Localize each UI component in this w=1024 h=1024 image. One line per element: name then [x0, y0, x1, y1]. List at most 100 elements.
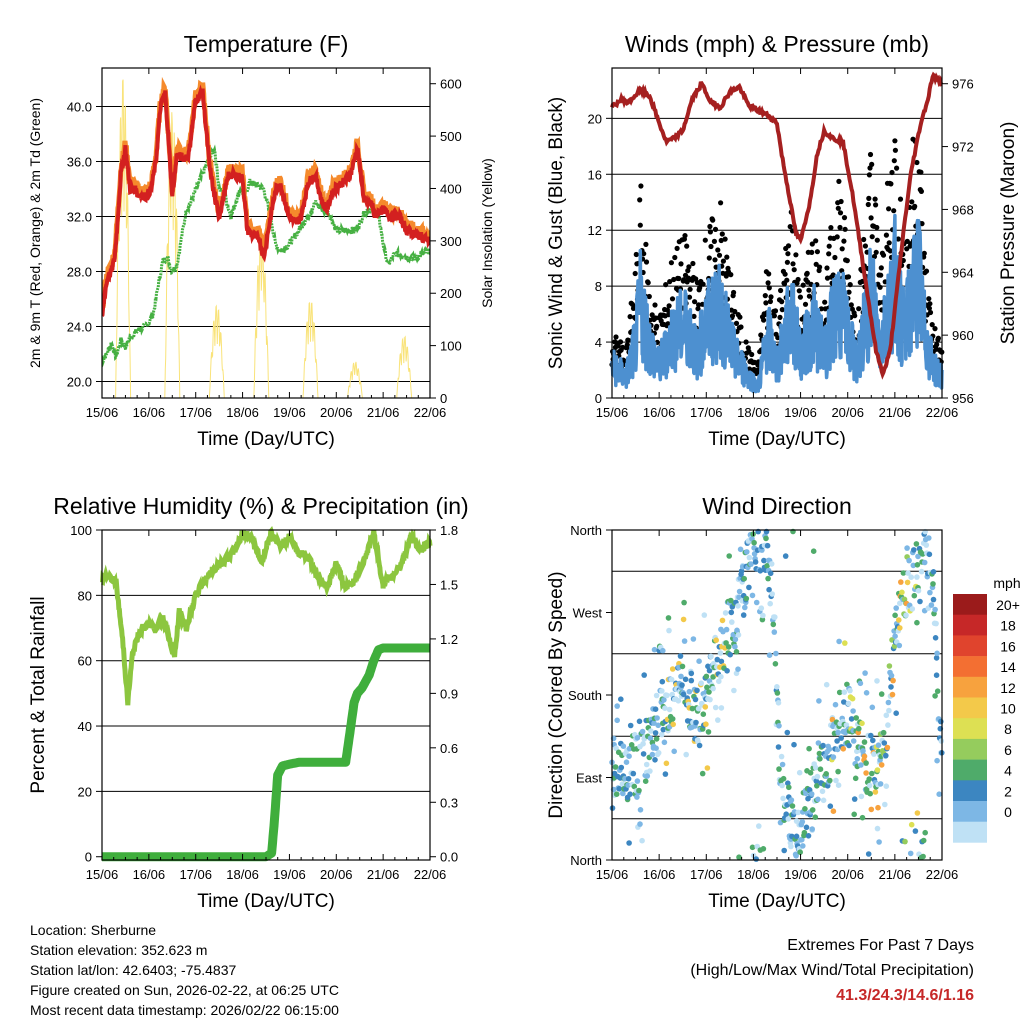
wind-direction-dot [799, 836, 805, 843]
wind-direction-dot [930, 581, 936, 587]
wind-direction-dot [744, 549, 750, 555]
gust-dot [927, 309, 934, 316]
wind-direction-dot [858, 762, 864, 768]
gust-dot [779, 299, 785, 305]
wind-direction-dot [662, 771, 669, 777]
y-tick-label: 0 [85, 850, 92, 865]
wind-direction-dot [761, 557, 767, 564]
gust-dot [874, 237, 880, 243]
wind-direction-dot [737, 546, 744, 553]
wind-direction-dot [910, 562, 917, 569]
wind-direction-dot [933, 672, 940, 678]
wind-direction-dot [904, 545, 910, 551]
gust-dot [643, 259, 650, 265]
x-tick-label: 16/06 [133, 867, 166, 882]
wind-direction-dot [740, 612, 747, 618]
wind-direction-dot [796, 769, 803, 776]
gust-dot [861, 236, 867, 243]
y2-axis-label: Solar Insolation (Yellow) [479, 158, 495, 308]
wind-direction-dot [613, 745, 619, 752]
wind-direction-dot [920, 853, 926, 860]
y2-tick-label: 200 [440, 286, 462, 301]
gust-dot [806, 293, 813, 299]
y-tick-label: 16 [588, 167, 602, 182]
y2-tick-label: 956 [952, 391, 974, 406]
wind-direction-dot [815, 740, 822, 746]
wind-direction-dot [661, 697, 667, 703]
wind-direction-dot [832, 701, 839, 708]
wind-direction-dot [655, 750, 662, 756]
gust-dot [733, 320, 740, 326]
gust-dot [793, 252, 799, 258]
x-tick-label: 22/06 [926, 405, 959, 420]
y2-tick-label: 0 [440, 391, 447, 406]
gust-dot [828, 225, 834, 231]
wind-direction-dot [731, 687, 737, 694]
wind-direction-dot [736, 854, 742, 860]
y-tick-label: West [573, 606, 603, 621]
wind-direction-dot [723, 640, 729, 646]
wind-direction-dot [612, 764, 619, 770]
wind-direction-dot [814, 783, 820, 789]
gust-dot [723, 273, 729, 279]
wind-direction-dot [649, 751, 656, 758]
gust-dot [787, 224, 793, 230]
gust-dot [837, 224, 843, 231]
wind-direction-dot [784, 729, 791, 736]
wind-direction-dot [759, 616, 766, 623]
wind-direction-dot [883, 783, 890, 789]
gust-dot [852, 313, 858, 319]
gust-dot [720, 258, 727, 264]
wind-direction-dot [688, 670, 695, 677]
wind-direction-dot [724, 668, 730, 674]
wind-direction-dot [872, 789, 879, 795]
wind-direction-dot [699, 770, 706, 777]
legend-swatch [953, 780, 987, 802]
legend-swatch [953, 635, 987, 657]
wind-direction-dot [853, 715, 859, 721]
gust-dot [888, 181, 894, 187]
wind-direction-dot [930, 596, 937, 603]
wind-direction-dot [835, 768, 841, 775]
wind-direction-dot [653, 736, 660, 742]
wind-direction-dot [641, 672, 647, 678]
y2-tick-label: 500 [440, 129, 462, 144]
wind-direction-dot [871, 751, 877, 757]
gust-dot [842, 226, 848, 232]
wind-direction-dot [634, 735, 641, 741]
wind-direction-dot [841, 699, 847, 705]
gust-dot [809, 249, 815, 255]
wind-direction-dot [904, 579, 911, 586]
y2-tick-label: 0.9 [440, 686, 458, 701]
wind-direction-dot [909, 606, 916, 612]
wind-direction-dot [783, 811, 789, 817]
wind-direction-dot [620, 743, 627, 749]
wind-direction-dot [926, 551, 933, 558]
x-tick-label: 20/06 [831, 867, 864, 882]
wind-direction-dot [834, 738, 840, 744]
wind-direction-dot [654, 715, 660, 721]
wind-direction-dot [802, 806, 808, 812]
wind-direction-dot [923, 542, 930, 548]
gust-dot [649, 312, 655, 318]
gust-dot [865, 201, 871, 208]
gust-dot [646, 293, 652, 300]
wind-direction-dot [897, 600, 903, 607]
gust-dot [729, 313, 736, 319]
y2-tick-label: 0.3 [440, 795, 458, 810]
y-tick-label: 20.0 [67, 375, 92, 390]
wind-direction-dot [830, 808, 837, 814]
gust-dot [923, 268, 930, 274]
wind-direction-dot [671, 748, 677, 755]
x-tick-label: 16/06 [133, 405, 166, 420]
legend-label: 0 [1004, 804, 1012, 820]
wind-direction-dot [698, 680, 704, 686]
y-axis-label: Percent & Total Rainfall [28, 596, 49, 793]
gust-dot [832, 254, 838, 261]
gust-dot [768, 294, 774, 300]
wind-direction-dot [898, 579, 904, 585]
wind-direction-dot [702, 704, 709, 710]
wind-direction-dot [653, 745, 659, 751]
extremes-subtitle: (High/Low/Max Wind/Total Precipitation) [690, 962, 974, 979]
